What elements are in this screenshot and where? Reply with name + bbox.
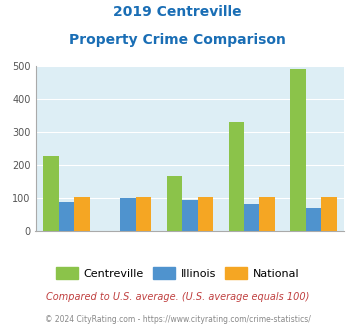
Bar [244,204,260,231]
Bar [74,197,89,231]
Bar [59,202,74,231]
Text: Compared to U.S. average. (U.S. average equals 100): Compared to U.S. average. (U.S. average … [46,292,309,302]
Bar [290,69,306,231]
Bar [306,208,321,231]
Bar [120,198,136,231]
Bar [167,176,182,231]
Bar [229,122,244,231]
Text: 2019 Centreville: 2019 Centreville [113,5,242,19]
Bar [43,156,59,231]
Bar [321,197,337,231]
Bar [198,197,213,231]
Bar [182,200,198,231]
Bar [260,197,275,231]
Legend: Centreville, Illinois, National: Centreville, Illinois, National [51,263,304,283]
Text: Property Crime Comparison: Property Crime Comparison [69,33,286,47]
Text: © 2024 CityRating.com - https://www.cityrating.com/crime-statistics/: © 2024 CityRating.com - https://www.city… [45,315,310,324]
Bar [136,197,151,231]
